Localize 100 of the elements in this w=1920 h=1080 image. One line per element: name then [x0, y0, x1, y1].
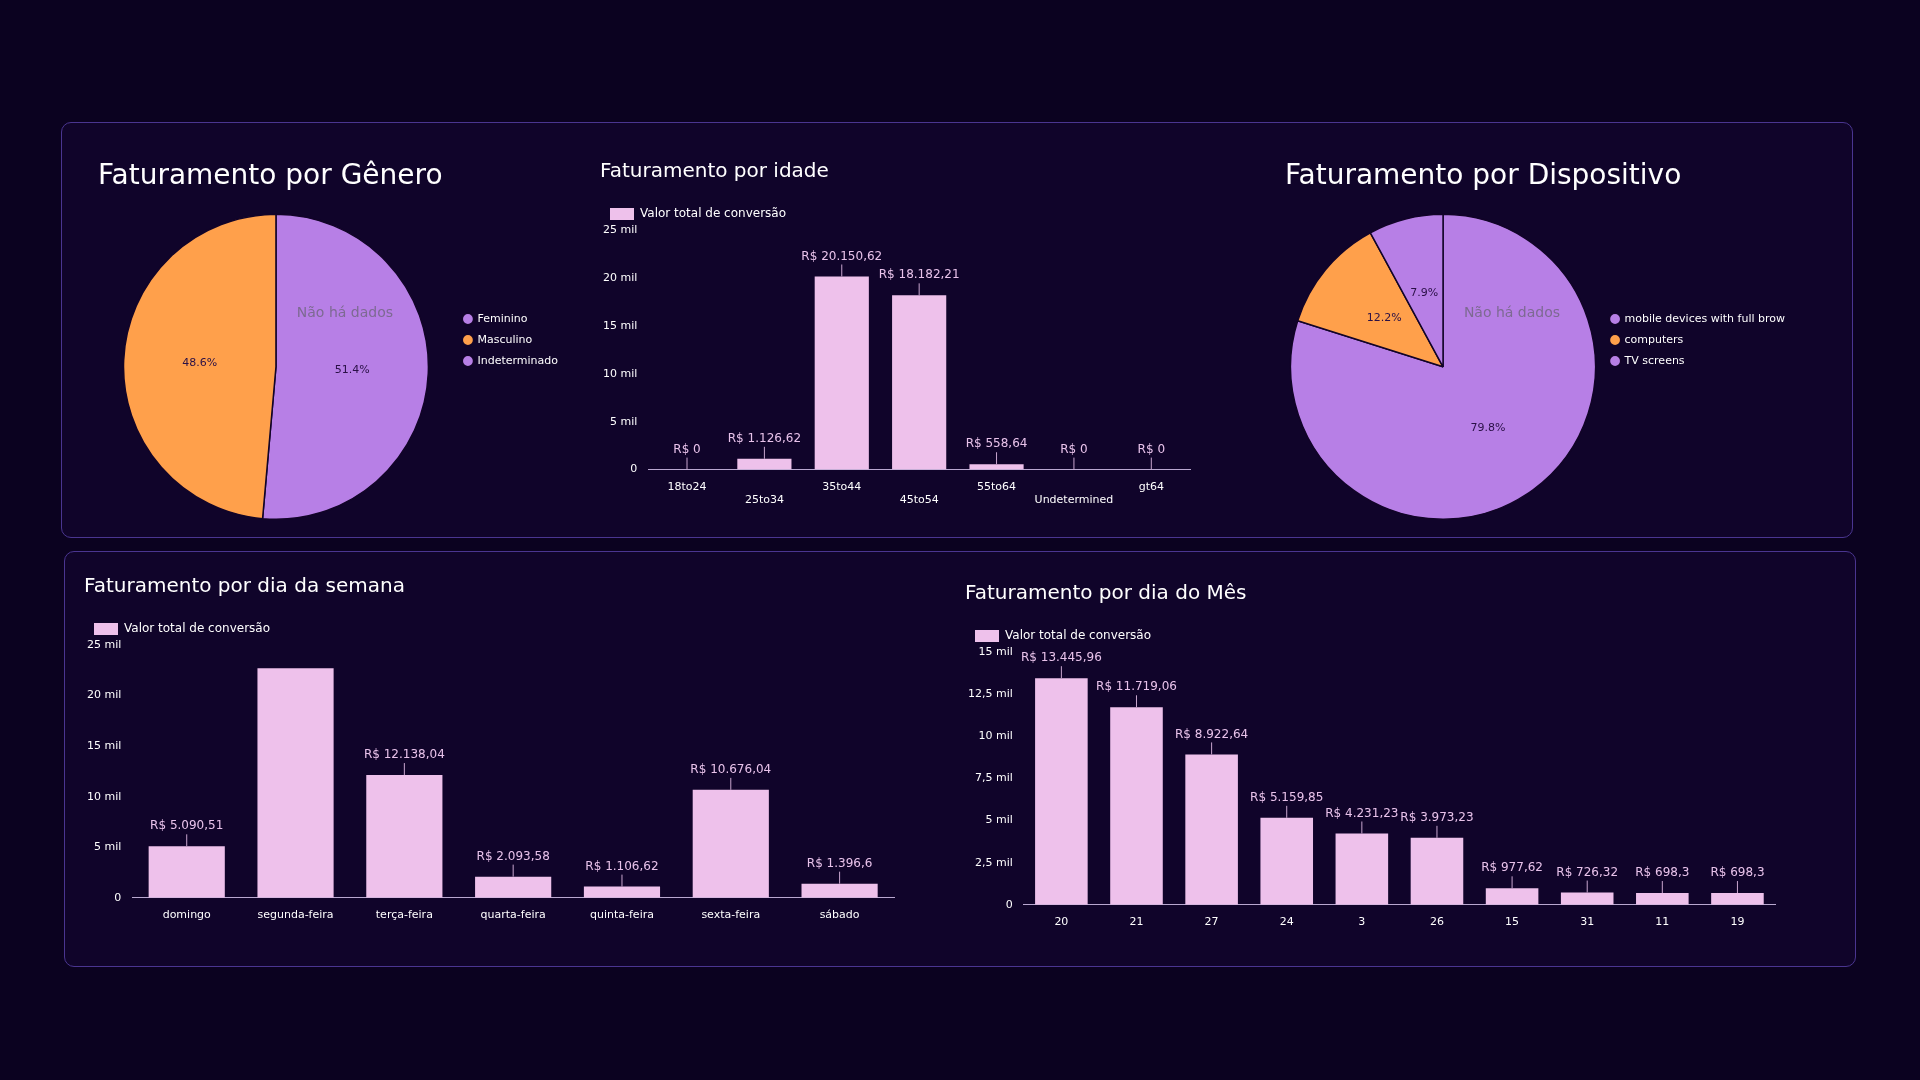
- y-tick-label: 10 mil: [86, 789, 122, 803]
- legend-label: Valor total de conversão: [640, 206, 787, 221]
- x-tick-label: 21: [1129, 915, 1144, 929]
- y-tick-label: 15 mil: [86, 738, 122, 752]
- bar: [257, 668, 334, 898]
- legend-label: Feminino: [477, 311, 528, 325]
- data-label: 48.6%: [182, 356, 218, 370]
- chart-title: Faturamento por dia da semana: [84, 573, 405, 598]
- data-label: R$ 1.396,6: [806, 855, 873, 870]
- x-tick-label: gt64: [1138, 480, 1164, 494]
- bar: [1711, 893, 1764, 905]
- y-tick-label: 2,5 mil: [974, 855, 1013, 869]
- x-tick-label: 26: [1429, 915, 1444, 929]
- x-tick-label: sexta-feira: [701, 908, 761, 922]
- bar: [1110, 707, 1163, 905]
- data-label: R$ 1.106,62: [585, 858, 659, 873]
- chart-title: Faturamento por Gênero: [98, 158, 443, 192]
- data-label: R$ 0: [673, 441, 701, 456]
- bar: [1035, 678, 1088, 905]
- data-label: R$ 5.159,85: [1250, 789, 1324, 804]
- bar: [692, 789, 769, 898]
- data-label: R$ 20.150,62: [801, 248, 883, 263]
- data-label: R$ 0: [1137, 441, 1166, 456]
- bar: [1410, 837, 1464, 905]
- data-label: R$ 977,62: [1481, 860, 1543, 875]
- legend-label: Indeterminado: [477, 353, 559, 367]
- y-tick-label: 0: [1005, 897, 1013, 911]
- data-label: 12.2%: [1366, 311, 1402, 325]
- legend-label: TV screens: [1623, 353, 1685, 367]
- y-tick-label: 10 mil: [602, 366, 638, 380]
- y-tick-label: 5 mil: [985, 813, 1013, 827]
- data-label: R$ 698,3: [1635, 865, 1690, 880]
- bar: [1485, 888, 1539, 905]
- y-tick-label: 25 mil: [86, 637, 122, 651]
- legend-label: Valor total de conversão: [124, 621, 271, 636]
- data-label: 79.8%: [1470, 421, 1506, 435]
- data-label: R$ 13.445,96: [1020, 650, 1102, 665]
- x-tick-label: 18to24: [667, 480, 707, 494]
- data-label: 7.9%: [1410, 285, 1439, 299]
- bar: [1335, 833, 1389, 905]
- data-label: R$ 10.676,04: [690, 761, 772, 776]
- x-tick-label: 55to64: [977, 480, 1017, 494]
- bar: [801, 883, 878, 898]
- data-label: R$ 0: [1060, 441, 1088, 456]
- y-tick-label: 5 mil: [609, 414, 638, 428]
- bar: [814, 276, 869, 470]
- y-tick-label: 20 mil: [602, 270, 638, 284]
- y-tick-label: 7,5 mil: [974, 771, 1013, 785]
- x-tick-label: 15: [1505, 915, 1520, 929]
- data-label: R$ 698,3: [1710, 865, 1765, 880]
- x-tick-label: 25to34: [744, 493, 784, 507]
- data-label: R$ 726,32: [1556, 864, 1619, 879]
- data-label: R$ 2.093,58: [476, 848, 550, 863]
- data-label: R$ 11.719,06: [1096, 679, 1177, 694]
- data-label: R$ 558,64: [965, 436, 1028, 451]
- x-tick-label: domingo: [162, 908, 212, 922]
- x-tick-label: 27: [1204, 915, 1219, 929]
- y-tick-label: 15 mil: [978, 644, 1013, 658]
- text: Não há dados: [296, 303, 393, 320]
- bar: [969, 464, 1024, 470]
- x-tick-label: 11: [1655, 915, 1670, 929]
- bar: [475, 876, 552, 898]
- y-tick-label: 15 mil: [602, 318, 638, 332]
- x-tick-label: 35to44: [822, 480, 862, 494]
- x-tick-label: 24: [1279, 915, 1294, 929]
- data-label: R$ 5.090,51: [150, 818, 224, 833]
- y-tick-label: 12,5 mil: [967, 686, 1013, 700]
- x-tick-label: quinta-feira: [589, 908, 654, 922]
- bar: [1185, 754, 1238, 905]
- x-tick-label: terça-feira: [375, 908, 433, 922]
- data-label: 51.4%: [334, 363, 370, 377]
- y-tick-label: 0: [114, 890, 122, 904]
- bar: [737, 458, 792, 470]
- bar: [892, 295, 947, 470]
- bar: [1636, 893, 1689, 905]
- data-label: R$ 18.182,21: [878, 267, 960, 282]
- data-label: R$ 3.973,23: [1400, 809, 1474, 824]
- data-label: R$ 1.126,62: [727, 430, 802, 445]
- data-label: R$ 8.922,64: [1175, 726, 1249, 741]
- x-tick-label: 19: [1730, 915, 1745, 929]
- x-tick-label: 45to54: [899, 493, 939, 507]
- x-tick-label: quarta-feira: [480, 908, 546, 922]
- legend-label: mobile devices with full brow: [1624, 311, 1786, 325]
- chart-title: Faturamento por Dispositivo: [1285, 158, 1682, 192]
- y-tick-label: 5 mil: [93, 840, 122, 854]
- legend-label: Valor total de conversão: [1005, 628, 1152, 643]
- x-tick-label: 31: [1580, 915, 1595, 929]
- x-tick-label: segunda-feira: [257, 908, 334, 922]
- text: Não há dados: [1463, 303, 1561, 320]
- bar: [148, 846, 225, 898]
- x-tick-label: sábado: [819, 908, 860, 922]
- x-tick-label: 20: [1054, 915, 1069, 929]
- y-tick-label: 20 mil: [86, 688, 122, 702]
- y-tick-label: 0: [630, 462, 638, 476]
- chart-title: Faturamento por idade: [600, 158, 829, 183]
- legend-label: Masculino: [477, 332, 533, 346]
- y-tick-label: 10 mil: [978, 729, 1013, 743]
- data-label: R$ 12.138,04: [363, 747, 445, 762]
- x-tick-label: 3: [1358, 915, 1366, 929]
- y-tick-label: 25 mil: [602, 222, 638, 236]
